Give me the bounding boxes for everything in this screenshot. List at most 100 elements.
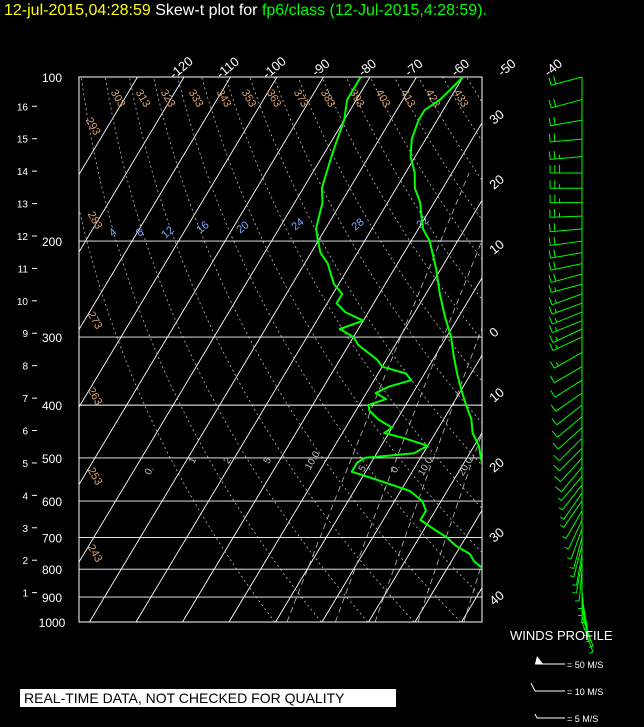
wind-barb-staff xyxy=(561,475,583,501)
dry-adiabat xyxy=(153,77,462,622)
wind-barb-staff xyxy=(550,240,583,247)
isotherm-line xyxy=(414,509,482,622)
mixing-ratio-line xyxy=(463,562,482,622)
pressure-tick-label: 500 xyxy=(42,452,62,466)
isotherm-line xyxy=(135,77,464,622)
lower-mixing-label: 10.0 xyxy=(416,455,435,478)
wind-barb-staff xyxy=(550,156,583,160)
wind-barb xyxy=(549,164,582,174)
wind-full-barb xyxy=(554,475,561,483)
theta-label: 353 xyxy=(239,88,259,110)
wind-full-barb xyxy=(554,486,562,493)
wind-full-barb xyxy=(548,151,551,160)
wind-full-barb xyxy=(549,335,554,343)
theta-label: 313 xyxy=(133,88,153,110)
wind-barb-staff xyxy=(555,392,583,412)
theta-label: 373 xyxy=(291,88,311,110)
temperature-profile xyxy=(409,77,482,469)
lower-mixing-label: 2 xyxy=(222,455,235,466)
grid-layer xyxy=(78,76,644,623)
wind-half-barb xyxy=(572,584,577,586)
height-tick-label: 14 xyxy=(17,167,29,178)
wind-barb xyxy=(549,328,583,343)
mixing-ratio-line xyxy=(544,173,644,622)
height-tick-label: 7 xyxy=(22,394,28,405)
wind-full-barb xyxy=(548,117,551,126)
isotherm-line xyxy=(79,77,371,563)
wind-barb xyxy=(551,416,583,438)
quality-disclaimer: REAL-TIME DATA, NOT CHECKED FOR QUALITY xyxy=(20,689,396,707)
temperature-right-label: 0 xyxy=(486,324,501,340)
wind-barb xyxy=(569,545,583,578)
wind-barb-staff xyxy=(552,336,583,352)
height-tick-label: 16 xyxy=(17,102,29,113)
wind-barb xyxy=(548,302,583,315)
dry-adiabat xyxy=(80,77,322,622)
temperature-top-label: -80 xyxy=(355,56,379,80)
mixing-ratio-line xyxy=(374,327,482,622)
wind-barb xyxy=(569,537,583,569)
wind-barb-staff xyxy=(575,561,583,594)
wind-barb-staff xyxy=(550,283,583,293)
theta-label: 303 xyxy=(108,88,128,110)
wind-barb xyxy=(550,379,583,398)
wind-full-barb xyxy=(553,249,556,258)
legend-half-barb xyxy=(534,713,538,719)
wind-barb xyxy=(560,492,583,520)
dry-adiabat xyxy=(273,77,482,424)
wind-full-barb xyxy=(553,223,556,232)
wind-half-barb xyxy=(562,536,567,539)
wind-barb-staff xyxy=(561,484,583,511)
height-tick-label: 2 xyxy=(22,556,28,567)
wind-legend-50: = 50 M/S xyxy=(535,656,603,670)
theta-label: 243 xyxy=(85,543,105,565)
dry-adiabat xyxy=(249,77,482,466)
height-tick-label: 11 xyxy=(18,264,29,275)
wind-half-barb xyxy=(564,546,569,550)
wind-barb xyxy=(548,293,583,306)
wind-full-barb xyxy=(548,133,551,142)
plot-frame xyxy=(78,76,483,623)
wind-barb xyxy=(551,404,583,426)
wind-barb xyxy=(548,116,583,127)
wind-barb xyxy=(581,621,594,654)
legend-pennant xyxy=(535,656,543,664)
wind-barb xyxy=(560,500,583,528)
title-detail: (12-Jul-2015,4:28:59). xyxy=(329,2,487,19)
isotherm-line xyxy=(79,77,138,176)
chart-title: 12-jul-2015,04:28:59 Skew-t plot for fp6… xyxy=(4,2,487,20)
mixing-ratio-line xyxy=(530,173,644,622)
isotherm-line xyxy=(228,199,482,622)
wind-barb xyxy=(549,366,583,384)
wind-half-barb xyxy=(572,591,577,594)
wind-full-barb xyxy=(549,361,555,369)
pressure-tick-label: 900 xyxy=(42,591,62,605)
wind-full-barb xyxy=(548,297,553,305)
temperature-right-label: 30 xyxy=(486,107,507,128)
dry-adiabat xyxy=(104,77,369,622)
pressure-tick-label: 100 xyxy=(42,71,62,85)
temperature-top-label: -90 xyxy=(309,56,333,80)
wind-full-barb xyxy=(553,98,557,107)
wind-barb-staff xyxy=(565,510,583,539)
lower-mixing-label: 1 xyxy=(187,455,200,466)
wind-full-barb xyxy=(549,375,555,383)
legend-barb xyxy=(530,682,536,692)
wind-half-barb xyxy=(554,287,557,292)
wind-barb xyxy=(548,223,583,233)
wind-barb-staff xyxy=(573,537,583,569)
theta-label: 433 xyxy=(451,88,471,110)
wind-barb xyxy=(548,320,583,334)
wind-barb xyxy=(572,553,583,586)
wind-barb-staff xyxy=(550,215,583,218)
mixing-ratio-label: 4 xyxy=(107,226,119,239)
height-tick-label: 10 xyxy=(17,297,29,308)
isotherm-line xyxy=(89,77,417,622)
wind-barb xyxy=(548,133,583,143)
wind-full-barb xyxy=(553,236,556,245)
wind-half-barb xyxy=(560,524,564,528)
pressure-tick-label: 1000 xyxy=(39,616,66,630)
wind-barb xyxy=(558,484,583,511)
wind-full-barb xyxy=(553,464,560,472)
